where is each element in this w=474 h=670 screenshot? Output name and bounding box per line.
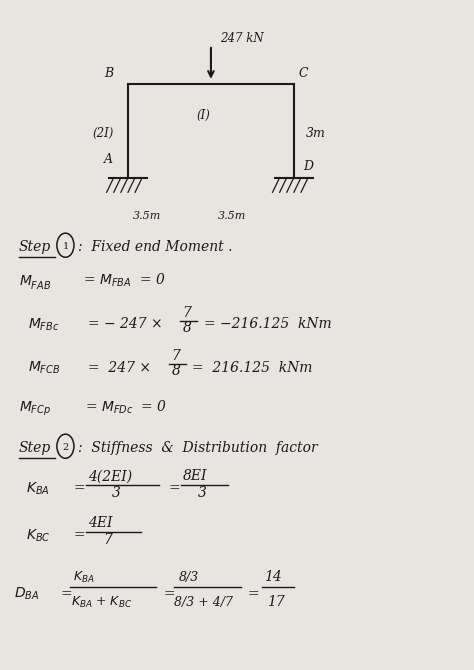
Text: (I): (I) [197, 109, 210, 121]
Text: $M^{}_{FAB}$: $M^{}_{FAB}$ [19, 273, 51, 291]
Text: 3m: 3m [306, 127, 326, 140]
Text: 2: 2 [62, 444, 68, 452]
Text: :  Stiffness  &  Distribution  factor: : Stiffness & Distribution factor [78, 442, 318, 455]
Text: Step: Step [19, 442, 51, 455]
Text: =: = [247, 587, 259, 600]
Text: = $M_{FDc}$  = 0: = $M_{FDc}$ = 0 [85, 399, 167, 417]
Text: B: B [104, 67, 113, 80]
Text: :  Fixed end Moment .: : Fixed end Moment . [78, 241, 233, 254]
Text: = $M_{FBA}$  = 0: = $M_{FBA}$ = 0 [83, 272, 165, 289]
Text: =: = [164, 587, 175, 600]
Text: $M_{FBc}$: $M_{FBc}$ [28, 316, 60, 333]
Text: $M_{FCB}$: $M_{FCB}$ [28, 360, 61, 377]
Text: $K_{BA}$: $K_{BA}$ [26, 480, 50, 497]
Text: =: = [73, 529, 85, 542]
Text: 3: 3 [198, 486, 207, 500]
Text: 7: 7 [103, 533, 112, 547]
Text: =: = [168, 482, 180, 495]
Text: $K_{BC}$: $K_{BC}$ [26, 527, 51, 544]
Text: 14: 14 [264, 570, 282, 584]
Text: 8EI: 8EI [182, 470, 207, 483]
Text: =: = [61, 587, 73, 600]
Text: D: D [303, 159, 313, 172]
Text: A: A [104, 153, 113, 165]
Text: $D_{BA}$: $D_{BA}$ [14, 586, 39, 602]
Text: 8: 8 [182, 321, 191, 334]
Text: Step: Step [19, 241, 51, 254]
Text: 4(2EI): 4(2EI) [88, 470, 132, 483]
Text: 3: 3 [111, 486, 120, 500]
Text: 3.5m: 3.5m [218, 211, 246, 221]
Text: = − 247 ×: = − 247 × [88, 318, 162, 331]
Text: (2I): (2I) [92, 127, 114, 140]
Text: =: = [73, 482, 85, 495]
Text: C: C [299, 67, 308, 80]
Text: 17: 17 [267, 595, 284, 608]
Text: 7: 7 [172, 350, 181, 363]
Text: =  216.125  kNm: = 216.125 kNm [192, 361, 312, 375]
Text: 7: 7 [182, 306, 191, 320]
Text: $K_{BA}$ + $K_{BC}$: $K_{BA}$ + $K_{BC}$ [71, 595, 132, 610]
Text: 8: 8 [172, 364, 181, 378]
Text: 1: 1 [63, 243, 69, 251]
Text: $M_{FCp}$: $M_{FCp}$ [19, 400, 51, 419]
Text: 8/3 + 4/7: 8/3 + 4/7 [174, 596, 233, 608]
Text: 8/3: 8/3 [179, 571, 200, 584]
Text: 4EI: 4EI [88, 517, 112, 530]
Text: 3.5m: 3.5m [133, 211, 161, 221]
Text: $K_{BA}$: $K_{BA}$ [73, 570, 95, 585]
Text: = −216.125  kNm: = −216.125 kNm [204, 318, 331, 331]
Text: 247 kN: 247 kN [220, 32, 264, 45]
Text: =  247 ×: = 247 × [88, 361, 151, 375]
